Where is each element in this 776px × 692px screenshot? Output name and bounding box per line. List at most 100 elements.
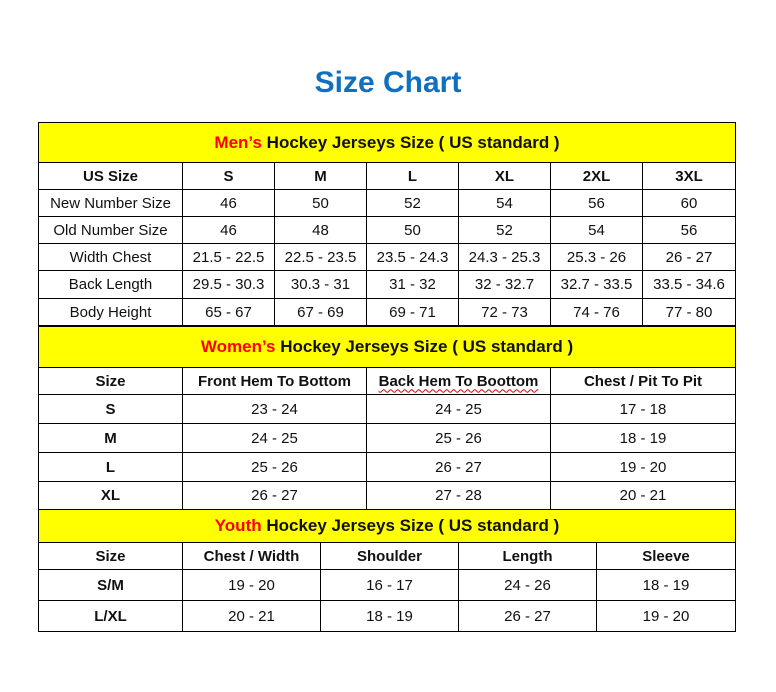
- column-header-label: Sleeve: [642, 547, 690, 565]
- column-header: Chest / Pit To Pit: [549, 367, 737, 395]
- table-cell: 20 - 21: [182, 600, 321, 632]
- table-cell: 24 - 25: [182, 423, 367, 453]
- table-cell: 54: [550, 216, 643, 244]
- womens-size-table: Women’s Hockey Jerseys Size ( US standar…: [37, 326, 737, 510]
- table-cell: 18 - 19: [320, 600, 459, 632]
- column-header: Back Hem To Boottom: [366, 367, 551, 395]
- column-header: Size: [38, 542, 183, 570]
- table-cell: 54: [458, 189, 551, 217]
- women-heading-text: Hockey Jerseys Size ( US standard ): [275, 337, 574, 356]
- column-header: Length: [458, 542, 597, 570]
- table-row: S/M 19 - 20 16 - 17 24 - 26 18 - 19: [38, 569, 736, 601]
- column-header-label: US Size: [82, 167, 139, 185]
- column-header: XL: [458, 162, 551, 190]
- table-row: L/XL 20 - 21 18 - 19 26 - 27 19 - 20: [38, 600, 736, 632]
- youth-size-table: Youth Hockey Jerseys Size ( US standard …: [38, 509, 736, 632]
- header-row: Size Chest / Width Shoulder Length Sleeve: [38, 542, 736, 570]
- page-title: Size Chart: [314, 66, 462, 99]
- column-header: M: [274, 162, 367, 190]
- table-cell: 25 - 26: [182, 452, 367, 482]
- column-header: Sleeve: [596, 542, 736, 570]
- header-row: US Size S M L XL 2XL 3XL: [38, 162, 737, 190]
- row-label: Old Number Size: [38, 216, 183, 244]
- column-header-label: Size: [95, 547, 126, 565]
- column-header: Chest / Width: [182, 542, 321, 570]
- table-cell: 50: [274, 189, 367, 217]
- table-cell: 23 - 24: [182, 394, 367, 424]
- column-header: S: [182, 162, 275, 190]
- row-label: S: [38, 394, 183, 424]
- table-row: S 23 - 24 24 - 25 17 - 18: [38, 394, 737, 424]
- table-row: L 25 - 26 26 - 27 19 - 20: [38, 452, 737, 482]
- table-cell: 56: [641, 216, 737, 244]
- column-header-label: Length: [502, 547, 553, 565]
- column-header-label: L: [407, 167, 418, 185]
- column-header-label: M: [314, 167, 327, 185]
- column-header-label: Front Hem To Bottom: [197, 372, 352, 390]
- column-header-label: Shoulder: [356, 547, 422, 565]
- column-header-label: Back Hem To Boottom: [378, 372, 539, 390]
- row-label: L/XL: [38, 600, 183, 632]
- table-cell: 25 - 26: [366, 423, 551, 453]
- table-cell: 26 - 27: [182, 481, 367, 510]
- table-cell: 16 - 17: [320, 569, 459, 601]
- men-heading-text: Hockey Jerseys Size ( US standard ): [261, 132, 560, 152]
- mens-size-table: Men’s Hockey Jerseys Size ( US standard …: [37, 122, 737, 326]
- column-header-label: XL: [494, 167, 515, 185]
- men-section-heading: Men’s Hockey Jerseys Size ( US standard …: [37, 122, 737, 163]
- column-header: Front Hem To Bottom: [182, 367, 367, 395]
- women-heading-highlight: Women’s: [200, 337, 276, 356]
- table-cell: 18 - 19: [596, 569, 736, 601]
- table-row: New Number Size 46 50 52 54 56 60: [38, 189, 737, 217]
- table-cell: 19 - 20: [549, 452, 737, 482]
- column-header: US Size: [38, 162, 183, 190]
- table-cell: 25.3 - 26: [550, 243, 643, 271]
- row-label: New Number Size: [38, 189, 183, 217]
- table-cell: 18 - 19: [549, 423, 737, 453]
- table-cell: 32.7 - 33.5: [550, 270, 643, 299]
- table-cell: 22.5 - 23.5: [274, 243, 367, 271]
- row-label: Back Length: [38, 270, 183, 299]
- table-cell: 26 - 27: [641, 243, 737, 271]
- table-cell: 46: [182, 189, 275, 217]
- column-header: 2XL: [550, 162, 643, 190]
- table-cell: 50: [366, 216, 459, 244]
- table-cell: 24 - 25: [366, 394, 551, 424]
- column-header: Shoulder: [320, 542, 459, 570]
- table-cell: 32 - 32.7: [458, 270, 551, 299]
- table-cell: 33.5 - 34.6: [641, 270, 737, 299]
- row-label: XL: [38, 481, 183, 510]
- table-cell: 77 - 80: [641, 298, 737, 326]
- youth-section-heading: Youth Hockey Jerseys Size ( US standard …: [38, 509, 736, 543]
- table-cell: 24.3 - 25.3: [458, 243, 551, 271]
- table-cell: 46: [182, 216, 275, 244]
- column-header-label: Chest / Width: [203, 547, 300, 565]
- column-header: 3XL: [641, 162, 737, 190]
- row-label: L: [38, 452, 183, 482]
- table-cell: 23.5 - 24.3: [366, 243, 459, 271]
- table-row: Width Chest 21.5 - 22.5 22.5 - 23.5 23.5 - …: [38, 243, 737, 271]
- table-cell: 52: [458, 216, 551, 244]
- table-cell: 21.5 - 22.5: [182, 243, 275, 271]
- column-header-label: Size: [95, 372, 126, 390]
- table-row: Old Number Size 46 48 50 52 54 56: [38, 216, 737, 244]
- table-cell: 52: [366, 189, 459, 217]
- table-cell: 29.5 - 30.3: [182, 270, 275, 299]
- table-cell: 69 - 71: [366, 298, 459, 326]
- table-cell: 60: [641, 189, 737, 217]
- column-header-label: Chest / Pit To Pit: [583, 372, 703, 390]
- row-label: M: [38, 423, 183, 453]
- table-cell: 74 - 76: [550, 298, 643, 326]
- row-label: Width Chest: [38, 243, 183, 271]
- table-cell: 24 - 26: [458, 569, 597, 601]
- column-header-label: S: [223, 167, 234, 185]
- row-label: Body Height: [38, 298, 183, 326]
- table-cell: 26 - 27: [366, 452, 551, 482]
- table-row: Body Height 65 - 67 67 - 69 69 - 71 72 - 73 7…: [38, 298, 737, 326]
- table-cell: 72 - 73: [458, 298, 551, 326]
- table-cell: 26 - 27: [458, 600, 597, 632]
- table-cell: 48: [274, 216, 367, 244]
- table-cell: 19 - 20: [596, 600, 736, 632]
- header-row: Size Front Hem To Bottom Back Hem To Boott…: [38, 367, 737, 395]
- table-cell: 19 - 20: [182, 569, 321, 601]
